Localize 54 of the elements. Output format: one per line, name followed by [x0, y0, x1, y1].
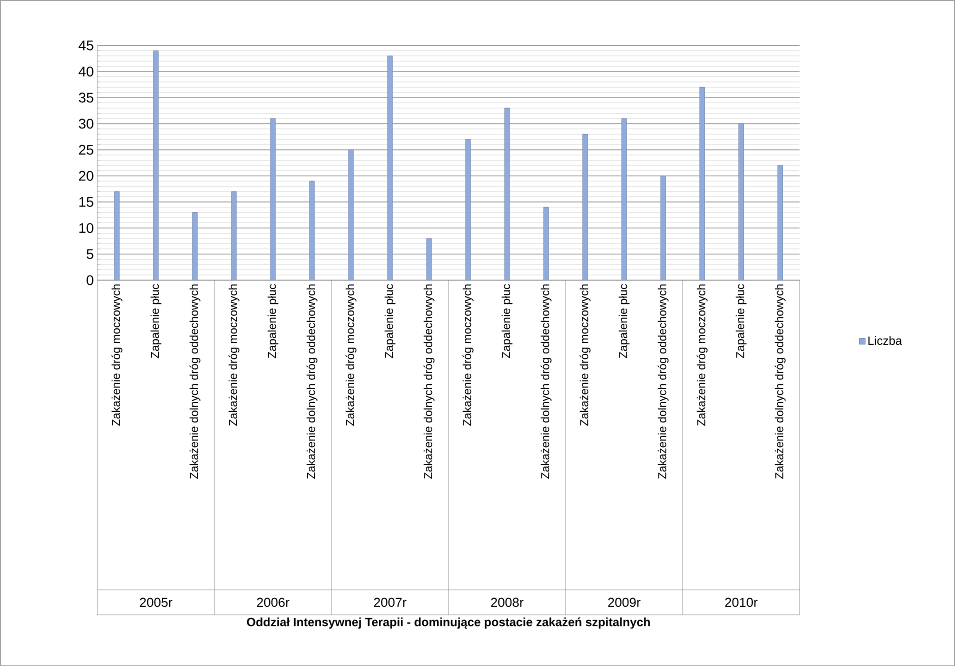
x-tick-label: Zakażenie dróg moczowych [462, 284, 474, 426]
y-tick-label: 20 [79, 170, 94, 181]
text: 2006r [257, 598, 290, 607]
x-tick-label: Zapalenie płuc [384, 284, 396, 358]
y-tick-label: 15 [79, 196, 94, 207]
text: 2009r [608, 598, 640, 607]
x-tick-label: Zakażenie dróg moczowych [228, 284, 240, 426]
x-tick-label: Zakażenie dróg moczowych [111, 284, 122, 426]
bar [348, 149, 354, 280]
y-tick-label: 25 [79, 144, 94, 155]
x-tick-label: Zakażenie dolnych dróg oddechowych [306, 284, 318, 479]
bar [465, 139, 471, 280]
bar [543, 206, 549, 280]
x-tick-label: Zakażenie dolnych dróg oddechowych [774, 284, 786, 479]
x-tick-label: Zapalenie płuc [150, 284, 162, 358]
x-tick-label: Zapalenie płuc [736, 284, 746, 358]
bar [621, 118, 627, 280]
bar [777, 165, 783, 280]
bar [114, 191, 120, 280]
bar [270, 118, 276, 280]
bar [153, 50, 159, 280]
bar [699, 86, 705, 280]
legend-label: Liczba [868, 336, 902, 345]
bar [660, 176, 666, 280]
x-tick-label: Zakażenie dolnych dróg oddechowych [540, 284, 552, 479]
text: 2005r [140, 598, 172, 607]
x-tick-label: Zakażenie dróg moczowych [696, 284, 708, 426]
bar [738, 123, 744, 280]
bar [387, 56, 393, 280]
text: Oddział Intensywnej Terapii - dominujące postacie zakażeń szpitalnych [246, 617, 650, 629]
y-tick-label: 40 [78, 66, 94, 76]
y-tick-label: 30 [78, 118, 94, 129]
x-tick-label: Zakażenie dróg moczowych [580, 284, 591, 426]
text: 2007r [374, 598, 406, 607]
bar [231, 191, 237, 280]
x-tick-label: Zakażenie dolnych dróg oddechowych [424, 284, 434, 479]
x-tick-label: Zapalenie płuc [502, 284, 512, 358]
x-tick-label: Zakażenie dolnych dróg oddechowych [190, 284, 200, 479]
y-tick-label: 5 [86, 249, 94, 259]
bar [192, 212, 198, 280]
y-tick-label: 45 [78, 40, 94, 50]
bar [309, 180, 315, 280]
x-tick-label: Zakażenie dróg moczowych [346, 284, 356, 426]
y-tick-label: 0 [86, 275, 94, 286]
text: 2010r [725, 598, 758, 607]
y-tick-label: 35 [78, 92, 94, 102]
text: 2008r [491, 598, 524, 607]
x-tick-label: Zapalenie płuc [618, 284, 630, 358]
x-tick-label: Zakażenie dolnych dróg oddechowych [658, 284, 669, 479]
bar [504, 108, 510, 280]
bar [426, 238, 432, 280]
x-tick-label: Zapalenie płuc [268, 284, 278, 358]
y-tick-label: 10 [79, 222, 94, 233]
bar [582, 134, 588, 280]
